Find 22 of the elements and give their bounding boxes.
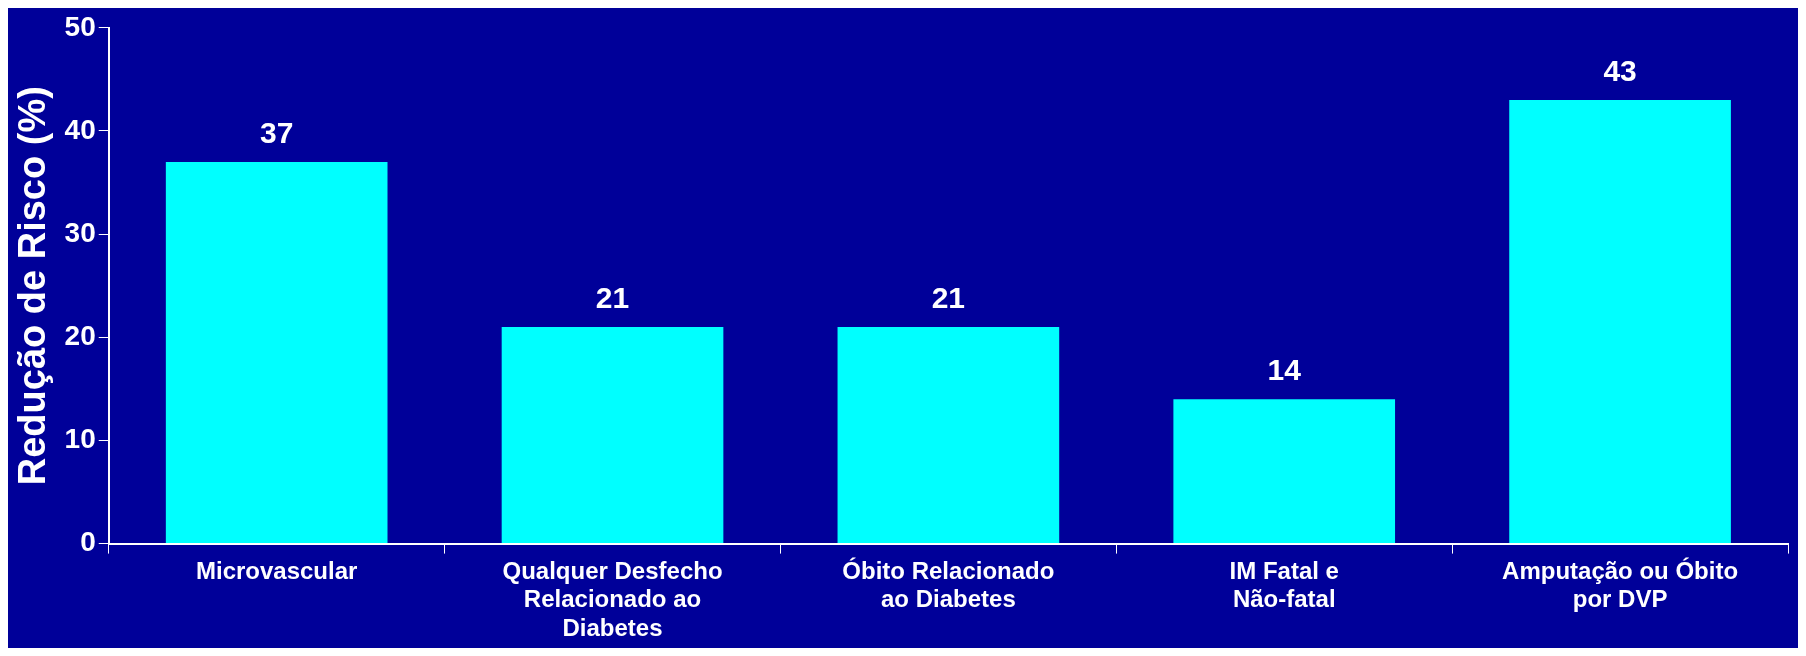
data-label: 43	[1603, 54, 1637, 88]
data-label: 21	[931, 281, 966, 315]
y-tick-label: 0	[80, 526, 96, 558]
data-label: 14	[1267, 353, 1302, 387]
bar	[165, 161, 388, 544]
x-tick-label: Amputação ou Óbito por DVP	[1502, 556, 1739, 613]
x-tick-label: Óbito Relacionado ao Diabetes	[842, 556, 1055, 613]
y-tick-label: 30	[64, 216, 96, 248]
data-label: 37	[259, 116, 294, 150]
y-tick-label: 10	[64, 423, 96, 455]
y-tick-label: 20	[64, 320, 96, 351]
data-label: 21	[595, 281, 630, 315]
y-tick-label: 50	[64, 10, 96, 42]
x-tick-label: IM Fatal e Não-fatal	[1229, 556, 1339, 613]
y-axis-title: Redução de Risco (%)	[11, 86, 54, 486]
bar	[501, 326, 724, 544]
bar	[1509, 100, 1731, 544]
x-tick-label: Microvascular	[195, 556, 358, 584]
y-tick-label: 40	[64, 113, 96, 145]
x-tick-label: Qualquer Desfecho Relacionado ao Diabetes	[502, 556, 723, 642]
bar	[1173, 399, 1396, 544]
bar	[837, 326, 1060, 544]
